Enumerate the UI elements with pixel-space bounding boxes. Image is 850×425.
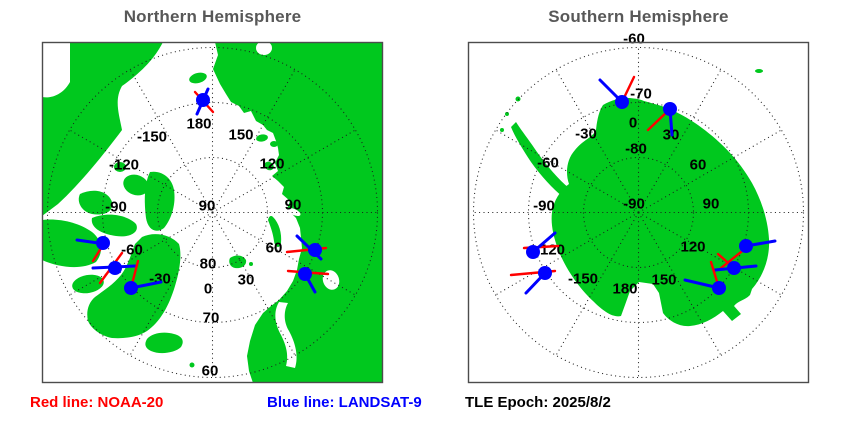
canada-mainland-2 xyxy=(72,274,104,294)
satellite-position-marker xyxy=(727,261,741,275)
north-landmasses xyxy=(42,42,383,383)
legend-tle-epoch: TLE Epoch: 2025/8/2 xyxy=(465,394,611,411)
grid-label: -120 xyxy=(109,157,139,174)
grid-label: 80 xyxy=(200,256,217,273)
grid-label: 60 xyxy=(266,240,283,257)
ob-gulf-notch xyxy=(287,207,301,217)
latitude-circle xyxy=(156,156,269,269)
grid-label: 60 xyxy=(202,363,219,380)
north-satellite-markers xyxy=(75,87,330,295)
antarctic-islet-2 xyxy=(505,112,509,116)
antarctic-islet-1 xyxy=(515,96,521,102)
svalbard-islet xyxy=(249,262,253,266)
satellite-position-marker xyxy=(712,281,726,295)
landmass-alaska xyxy=(42,42,163,216)
north-hemisphere-plot: 180 150 120 90 60 30 0 -30 -60 -90 -120 -150 90 80 70 6… xyxy=(41,41,384,384)
satellite-position-marker xyxy=(538,266,552,280)
canada-mainland xyxy=(42,219,101,268)
grid-label: -90 xyxy=(623,196,645,213)
grid-label: 90 xyxy=(285,197,302,214)
grid-label: -30 xyxy=(575,126,597,143)
grid-label: -60 xyxy=(623,31,645,48)
grid-label: 180 xyxy=(612,281,637,298)
new-siberian-islands xyxy=(256,134,268,142)
grid-label: -150 xyxy=(568,271,598,288)
satellite-position-marker xyxy=(124,281,138,295)
south-grid-labels: 0306090120150180-150-120-90-60-30-90-80-… xyxy=(533,31,719,298)
baffin-island xyxy=(144,171,175,231)
grid-label: 150 xyxy=(651,272,676,289)
antarctic-islet-3 xyxy=(500,128,504,132)
latitude-circle xyxy=(46,46,379,379)
iceland xyxy=(145,332,183,354)
south-plot-border xyxy=(467,41,810,384)
grid-label: 70 xyxy=(203,310,220,327)
grid-label: 120 xyxy=(680,239,705,256)
south-graticule xyxy=(472,46,805,379)
latitude-circle xyxy=(472,46,805,379)
canada-island-4 xyxy=(114,162,126,172)
south-title: Southern Hemisphere xyxy=(548,7,729,26)
grid-label: -60 xyxy=(121,242,143,259)
grid-label: 150 xyxy=(228,127,253,144)
new-siberian-islands-2 xyxy=(270,141,278,147)
north-graticule xyxy=(46,46,379,379)
north-title: Northern Hemisphere xyxy=(123,7,302,26)
legend-landsat9: Blue line: LANDSAT-9 xyxy=(267,394,422,411)
latitude-circle xyxy=(582,156,695,269)
arctic-bay-notch xyxy=(256,42,272,55)
satellite-position-marker xyxy=(298,267,312,281)
grid-label: 90 xyxy=(703,196,720,213)
grid-label: -90 xyxy=(533,198,555,215)
satellite-position-marker xyxy=(196,93,210,107)
grid-label: 60 xyxy=(690,157,707,174)
gulf-of-bothnia-notch xyxy=(275,302,297,368)
satellite-position-marker xyxy=(663,102,677,116)
north-plot-border xyxy=(41,41,384,384)
satellite-position-marker xyxy=(526,245,540,259)
antarctic-peninsula xyxy=(511,122,570,198)
south-satellite-markers xyxy=(509,75,777,295)
canada-island-2 xyxy=(91,214,137,237)
south-hemisphere-plot: 0306090120150180-150-120-90-60-30-90-80-… xyxy=(467,31,810,384)
antarctic-islet-4 xyxy=(755,69,763,73)
novaya-zemlya xyxy=(268,216,282,247)
north-grid-labels: 1801501209060300-30-60-90-120-1509080706… xyxy=(105,116,301,380)
grid-label: 180 xyxy=(186,116,211,133)
severnaya-zemlya xyxy=(264,161,274,171)
faroe-island xyxy=(189,362,195,368)
satellite-position-marker xyxy=(308,243,322,257)
satellite-position-marker xyxy=(108,261,122,275)
wrangel-island xyxy=(189,72,207,84)
grid-label: 0 xyxy=(204,281,212,298)
grid-label: -60 xyxy=(537,155,559,172)
grid-label: 120 xyxy=(259,156,284,173)
canada-island-3 xyxy=(123,174,149,196)
satellite-position-marker xyxy=(96,236,110,250)
grid-label: -70 xyxy=(630,86,652,103)
grid-label: 0 xyxy=(629,115,637,132)
grid-label: -80 xyxy=(625,141,647,158)
svalbard xyxy=(229,255,247,269)
satellite-position-marker xyxy=(739,239,753,253)
grid-label: -90 xyxy=(105,199,127,216)
satellite-position-marker xyxy=(615,95,629,109)
grid-label: -150 xyxy=(137,129,167,146)
grid-label: 90 xyxy=(199,198,216,215)
grid-label: 30 xyxy=(238,272,255,289)
legend-noaa20: Red line: NOAA-20 xyxy=(30,394,164,411)
